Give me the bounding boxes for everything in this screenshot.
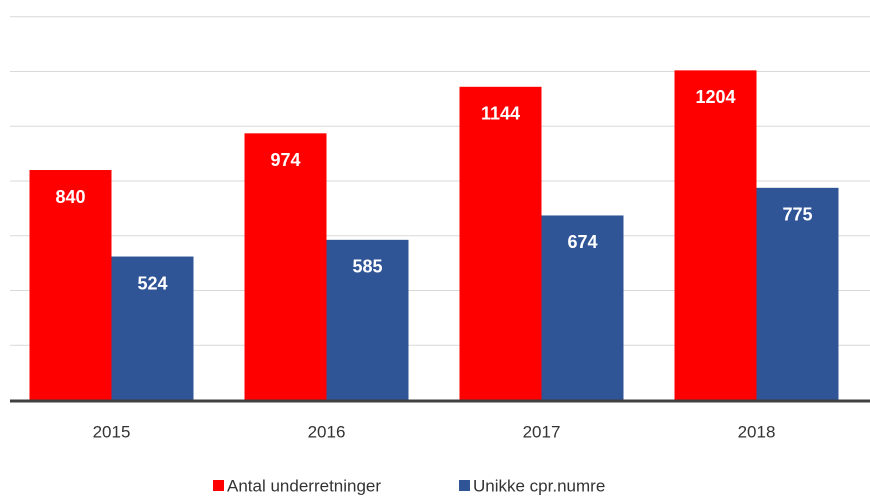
- value-label: 674: [567, 232, 597, 252]
- legend-swatch: [213, 480, 224, 491]
- value-label: 585: [352, 257, 382, 277]
- value-label: 840: [55, 187, 85, 207]
- value-label: 775: [782, 205, 812, 225]
- bar: [29, 170, 112, 400]
- bar: [111, 256, 194, 400]
- bar: [459, 86, 542, 400]
- bar: [541, 215, 624, 400]
- value-label: 1144: [481, 104, 520, 124]
- x-tick-label: 2015: [93, 422, 131, 441]
- legend-label: Antal underretninger: [227, 476, 381, 495]
- x-tick-label: 2018: [738, 422, 776, 441]
- legend-swatch: [459, 480, 470, 491]
- value-label: 524: [137, 273, 167, 293]
- bar: [326, 239, 409, 400]
- bar: [756, 187, 839, 400]
- bar: [244, 133, 327, 401]
- value-label: 1204: [695, 87, 735, 107]
- legend-label: Unikke cpr.numre: [473, 476, 605, 495]
- x-tick-label: 2017: [523, 422, 561, 441]
- x-tick-label: 2016: [308, 422, 346, 441]
- bar: [674, 70, 757, 400]
- value-label: 974: [270, 150, 300, 170]
